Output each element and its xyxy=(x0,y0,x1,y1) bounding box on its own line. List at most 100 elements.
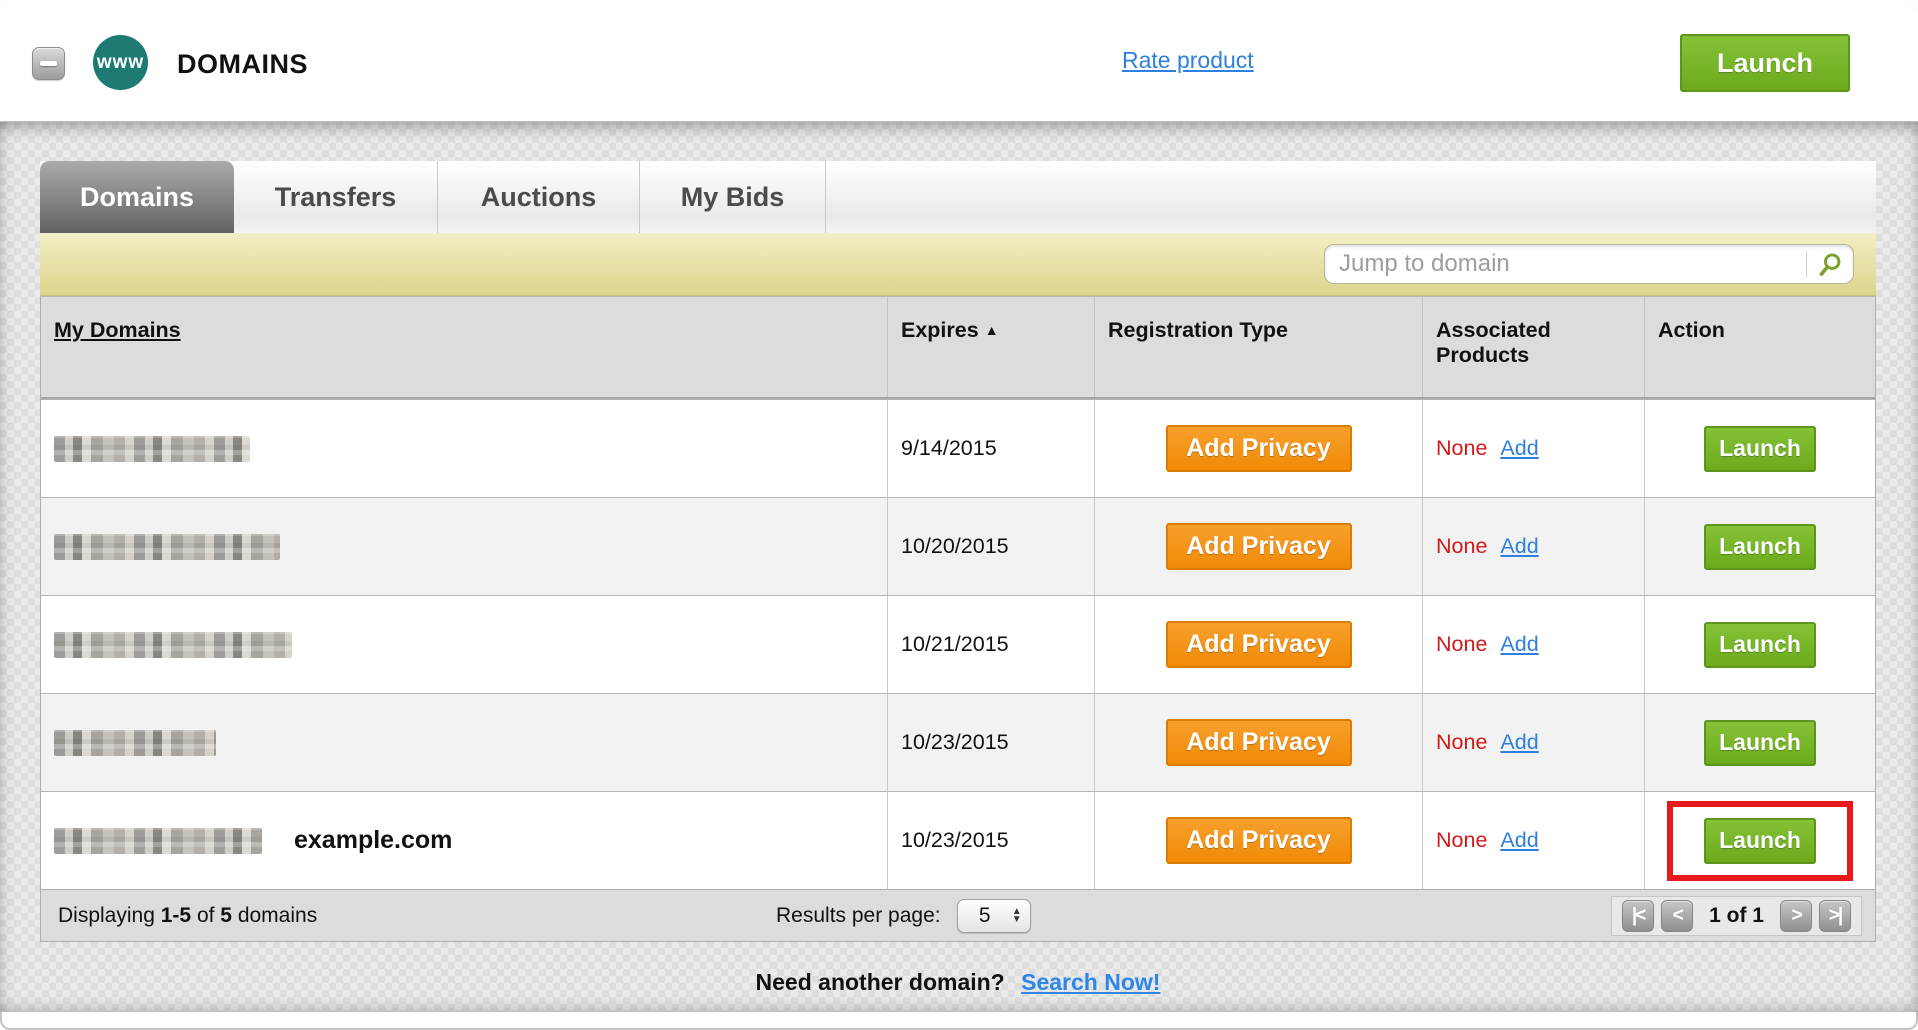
domains-table: My Domains Expires ▲ Registration Type As… xyxy=(40,296,1876,890)
action-cell: Launch xyxy=(1645,498,1875,595)
expires-date: 10/23/2015 xyxy=(901,828,1009,852)
add-product-link[interactable]: Add xyxy=(1500,534,1539,558)
add-privacy-button[interactable]: Add Privacy xyxy=(1165,817,1352,864)
col-header-associated-products: Associated Products xyxy=(1423,297,1645,397)
add-privacy-button[interactable]: Add Privacy xyxy=(1165,621,1352,668)
tab-my-bids[interactable]: My Bids xyxy=(640,161,826,233)
domain-name-redacted[interactable] xyxy=(54,631,292,658)
pagination-status: 1 of 1 xyxy=(1709,904,1764,927)
add-product-link[interactable]: Add xyxy=(1500,730,1539,754)
annotation-highlight-box: Launch xyxy=(1667,800,1853,881)
need-domain-row: Need another domain? Search Now! xyxy=(40,969,1876,996)
page-title: DOMAINS xyxy=(177,49,308,79)
table-row: 10/21/2015 Add Privacy None Add Launch xyxy=(41,595,1875,693)
sort-ascending-icon: ▲ xyxy=(984,322,999,338)
jump-to-domain-input[interactable] xyxy=(1325,250,1806,278)
associated-cell: None Add xyxy=(1423,400,1645,497)
table-header-row: My Domains Expires ▲ Registration Type As… xyxy=(41,297,1875,399)
pagination: |< < 1 of 1 > >| xyxy=(1611,896,1862,936)
tab-transfers[interactable]: Transfers xyxy=(234,161,438,233)
expires-date: 10/21/2015 xyxy=(901,632,1009,656)
registration-cell: Add Privacy xyxy=(1095,792,1423,889)
minus-icon xyxy=(40,61,57,66)
associated-none-value: None xyxy=(1436,534,1488,558)
add-product-link[interactable]: Add xyxy=(1500,632,1539,656)
domain-cell xyxy=(41,694,888,791)
expires-date: 9/14/2015 xyxy=(901,436,997,460)
domain-name-redacted[interactable] xyxy=(54,729,216,756)
domain-toolbar xyxy=(40,233,1876,296)
associated-cell: None Add xyxy=(1423,498,1645,595)
annotation-example-domain-label: example.com xyxy=(294,826,453,854)
domain-name-redacted[interactable] xyxy=(54,827,262,854)
results-per-page-label: Results per page: xyxy=(776,903,941,927)
associated-cell: None Add xyxy=(1423,792,1645,889)
pagination-first-button[interactable]: |< xyxy=(1622,900,1655,932)
col-header-action: Action xyxy=(1658,318,1725,342)
associated-none-value: None xyxy=(1436,632,1488,656)
pagination-next-button[interactable]: > xyxy=(1780,900,1812,932)
results-per-page-select[interactable]: 5 ▲ ▼ xyxy=(956,898,1031,933)
add-privacy-button[interactable]: Add Privacy xyxy=(1165,425,1352,472)
search-now-link[interactable]: Search Now! xyxy=(1021,969,1161,995)
table-row: 10/20/2015 Add Privacy None Add Launch xyxy=(41,497,1875,595)
domain-cell xyxy=(41,400,888,497)
displaying-count: Displaying 1-5 of 5 domains xyxy=(58,903,318,927)
table-row: 10/23/2015 Add Privacy None Add Launch xyxy=(41,693,1875,791)
www-globe-icon: www xyxy=(93,35,148,90)
expires-cell: 10/23/2015 xyxy=(888,792,1095,889)
registration-cell: Add Privacy xyxy=(1095,400,1423,497)
tab-bar: Domains Transfers Auctions My Bids xyxy=(40,161,1876,233)
expires-cell: 10/23/2015 xyxy=(888,694,1095,791)
add-product-link[interactable]: Add xyxy=(1500,828,1539,852)
action-cell: Launch xyxy=(1645,792,1875,889)
header-launch-button[interactable]: Launch xyxy=(1680,34,1850,92)
table-row: 9/14/2015 Add Privacy None Add Launch xyxy=(41,399,1875,497)
associated-cell: None Add xyxy=(1423,694,1645,791)
domain-cell xyxy=(41,596,888,693)
launch-domain-button[interactable]: Launch xyxy=(1704,523,1816,570)
associated-none-value: None xyxy=(1436,828,1488,852)
jump-to-domain-box xyxy=(1324,244,1854,284)
collapse-button[interactable] xyxy=(32,47,65,80)
launch-domain-button[interactable]: Launch xyxy=(1704,719,1816,766)
col-header-registration-type: Registration Type xyxy=(1095,297,1423,397)
add-privacy-button[interactable]: Add Privacy xyxy=(1165,719,1352,766)
tab-auctions[interactable]: Auctions xyxy=(438,161,640,233)
pagination-last-button[interactable]: >| xyxy=(1819,900,1851,932)
expires-date: 10/23/2015 xyxy=(901,730,1009,754)
rate-product-link[interactable]: Rate product xyxy=(1122,47,1254,73)
action-cell: Launch xyxy=(1645,694,1875,791)
registration-cell: Add Privacy xyxy=(1095,498,1423,595)
search-button[interactable] xyxy=(1807,245,1853,283)
results-per-page: Results per page: 5 ▲ ▼ xyxy=(776,898,1031,933)
expires-cell: 9/14/2015 xyxy=(888,400,1095,497)
app-header: www DOMAINS Rate product Launch xyxy=(0,0,1918,121)
search-icon xyxy=(1819,252,1840,276)
domain-name-redacted[interactable] xyxy=(54,533,280,560)
add-product-link[interactable]: Add xyxy=(1500,436,1539,460)
launch-domain-button[interactable]: Launch xyxy=(1704,425,1816,472)
registration-cell: Add Privacy xyxy=(1095,596,1423,693)
domain-name-redacted[interactable] xyxy=(54,435,250,462)
expires-cell: 10/21/2015 xyxy=(888,596,1095,693)
table-row: example.com 10/23/2015 Add Privacy None … xyxy=(41,791,1875,889)
domain-cell: example.com xyxy=(41,792,888,889)
domains-panel: Domains Transfers Auctions My Bids xyxy=(40,161,1876,942)
pagination-prev-button[interactable]: < xyxy=(1661,900,1694,932)
expires-cell: 10/20/2015 xyxy=(888,498,1095,595)
launch-domain-button[interactable]: Launch xyxy=(1704,817,1816,864)
my-domains-sort-link[interactable]: My Domains xyxy=(54,318,181,342)
tab-bar-filler xyxy=(826,161,1876,233)
need-domain-prompt: Need another domain? xyxy=(755,969,1005,995)
content-area: Domains Transfers Auctions My Bids xyxy=(0,121,1918,1012)
action-cell: Launch xyxy=(1645,596,1875,693)
launch-domain-button[interactable]: Launch xyxy=(1704,621,1816,668)
tab-domains[interactable]: Domains xyxy=(40,161,234,233)
col-header-expires[interactable]: Expires ▲ xyxy=(888,297,1095,397)
add-privacy-button[interactable]: Add Privacy xyxy=(1165,523,1352,570)
results-per-page-value: 5 xyxy=(978,903,991,927)
expires-date: 10/20/2015 xyxy=(901,534,1009,558)
search-divider xyxy=(1806,251,1807,277)
